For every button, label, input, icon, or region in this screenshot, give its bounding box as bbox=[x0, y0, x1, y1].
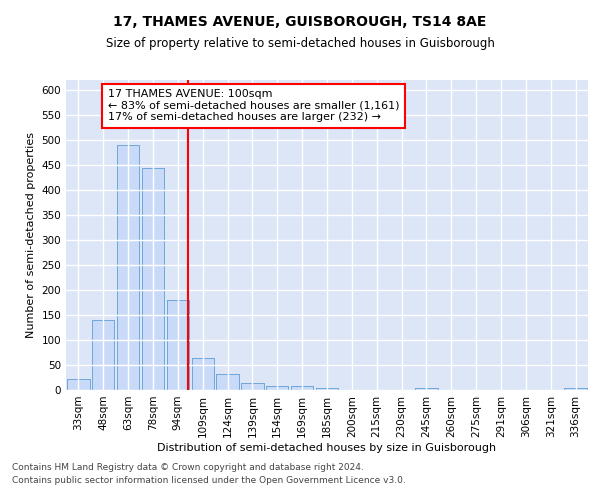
Bar bbox=[217, 374, 239, 390]
Text: 17, THAMES AVENUE, GUISBOROUGH, TS14 8AE: 17, THAMES AVENUE, GUISBOROUGH, TS14 8AE bbox=[113, 15, 487, 29]
Bar bbox=[415, 388, 437, 390]
Bar bbox=[67, 379, 89, 390]
Bar bbox=[217, 374, 239, 390]
Bar bbox=[191, 358, 214, 390]
Bar bbox=[316, 388, 338, 390]
Bar bbox=[191, 358, 214, 390]
Bar bbox=[167, 300, 189, 390]
Bar bbox=[316, 388, 338, 390]
Bar bbox=[142, 168, 164, 390]
Y-axis label: Number of semi-detached properties: Number of semi-detached properties bbox=[26, 132, 36, 338]
Bar bbox=[167, 300, 189, 390]
Bar bbox=[415, 388, 437, 390]
Bar bbox=[565, 388, 587, 390]
Bar bbox=[142, 168, 164, 390]
Bar bbox=[565, 388, 587, 390]
Bar bbox=[117, 145, 139, 390]
Text: 17 THAMES AVENUE: 100sqm
← 83% of semi-detached houses are smaller (1,161)
17% o: 17 THAMES AVENUE: 100sqm ← 83% of semi-d… bbox=[108, 90, 399, 122]
Bar bbox=[266, 386, 289, 390]
Bar bbox=[92, 320, 115, 390]
Bar bbox=[92, 320, 115, 390]
Bar bbox=[291, 386, 313, 390]
Bar bbox=[266, 386, 289, 390]
Text: Contains HM Land Registry data © Crown copyright and database right 2024.: Contains HM Land Registry data © Crown c… bbox=[12, 464, 364, 472]
Bar bbox=[67, 379, 89, 390]
Text: Contains public sector information licensed under the Open Government Licence v3: Contains public sector information licen… bbox=[12, 476, 406, 485]
X-axis label: Distribution of semi-detached houses by size in Guisborough: Distribution of semi-detached houses by … bbox=[157, 442, 497, 452]
Bar bbox=[291, 386, 313, 390]
Text: Size of property relative to semi-detached houses in Guisborough: Size of property relative to semi-detach… bbox=[106, 38, 494, 51]
Bar bbox=[241, 382, 263, 390]
Bar bbox=[117, 145, 139, 390]
Bar bbox=[241, 382, 263, 390]
